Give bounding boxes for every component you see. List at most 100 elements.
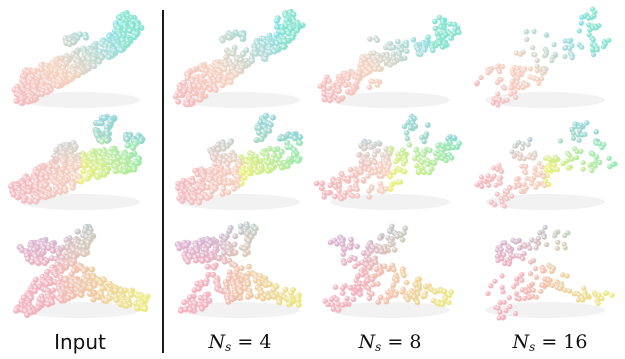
point-highlight bbox=[280, 44, 287, 51]
point-highlight bbox=[494, 79, 501, 85]
point-highlight bbox=[527, 136, 533, 143]
point-highlight bbox=[554, 167, 561, 173]
point-highlight bbox=[395, 38, 401, 45]
point-highlight bbox=[427, 147, 433, 154]
point-highlight bbox=[579, 44, 585, 50]
point-highlight bbox=[280, 29, 286, 36]
point-highlight bbox=[219, 191, 226, 197]
point-cloud-a-input bbox=[11, 10, 145, 108]
point-highlight bbox=[579, 14, 585, 20]
point-highlight bbox=[570, 135, 577, 141]
point-highlight bbox=[354, 186, 360, 193]
point-highlight bbox=[495, 102, 501, 108]
point-highlight bbox=[508, 85, 514, 91]
point-highlight bbox=[592, 163, 598, 169]
point-highlight bbox=[77, 178, 85, 185]
point-highlight bbox=[560, 161, 566, 167]
point-highlight bbox=[391, 169, 398, 176]
point-highlight bbox=[262, 56, 269, 63]
point-highlight bbox=[358, 169, 365, 175]
point-highlight bbox=[574, 155, 580, 161]
point-highlight bbox=[557, 138, 564, 144]
point-highlight bbox=[219, 82, 226, 89]
point-highlight bbox=[131, 33, 138, 41]
point-highlight bbox=[578, 20, 584, 26]
point-highlight bbox=[52, 271, 60, 279]
point-highlight bbox=[539, 70, 546, 76]
point-highlight bbox=[219, 37, 226, 44]
point-highlight bbox=[211, 156, 218, 162]
point-highlight bbox=[400, 161, 407, 167]
point-highlight bbox=[511, 153, 517, 159]
point-highlight bbox=[374, 82, 381, 88]
point-highlight bbox=[525, 142, 532, 148]
shadow bbox=[330, 194, 450, 210]
point-highlight bbox=[518, 188, 525, 194]
point-highlight bbox=[387, 173, 394, 180]
point-highlight bbox=[296, 140, 303, 146]
point-highlight bbox=[43, 281, 51, 288]
point-highlight bbox=[207, 86, 214, 93]
point-highlight bbox=[492, 202, 498, 208]
point-highlight bbox=[35, 260, 42, 267]
point-highlight bbox=[212, 87, 219, 94]
point-highlight bbox=[14, 194, 21, 201]
point-highlight bbox=[536, 80, 542, 86]
point-highlight bbox=[509, 193, 515, 199]
point-highlight bbox=[191, 90, 198, 97]
point-highlight bbox=[474, 80, 480, 86]
point-cloud-c-input bbox=[13, 223, 151, 319]
point-highlight bbox=[587, 27, 593, 33]
point-highlight bbox=[274, 17, 280, 24]
point-highlight bbox=[335, 98, 342, 104]
point-highlight bbox=[523, 170, 529, 176]
point-highlight bbox=[278, 164, 285, 171]
point-highlight bbox=[566, 38, 572, 45]
point-highlight bbox=[347, 167, 354, 173]
point-highlight bbox=[179, 198, 186, 205]
point-highlight bbox=[590, 47, 596, 53]
point-highlight bbox=[252, 50, 259, 57]
point-highlight bbox=[365, 173, 371, 179]
point-highlight bbox=[387, 62, 394, 68]
point-highlight bbox=[27, 198, 34, 205]
point-highlight bbox=[204, 195, 211, 202]
point-highlight bbox=[432, 25, 439, 32]
point-highlight bbox=[98, 120, 105, 127]
point-highlight bbox=[106, 54, 113, 61]
point-highlight bbox=[258, 136, 265, 143]
point-highlight bbox=[496, 69, 503, 75]
point-highlight bbox=[112, 168, 119, 175]
point-highlight bbox=[524, 36, 530, 43]
point-highlight bbox=[508, 91, 514, 97]
point-highlight bbox=[74, 228, 81, 235]
point-highlight bbox=[425, 161, 431, 168]
point-cloud-b-ns bbox=[474, 120, 618, 210]
point-highlight bbox=[98, 138, 106, 145]
point-highlight bbox=[58, 268, 65, 275]
point-highlight bbox=[451, 135, 458, 141]
point-highlight bbox=[500, 98, 506, 104]
point-highlight bbox=[570, 130, 577, 136]
point-highlight bbox=[371, 152, 378, 158]
point-highlight bbox=[81, 267, 88, 274]
point-highlight bbox=[319, 180, 326, 187]
point-cloud-b-ns bbox=[313, 113, 463, 210]
point-highlight bbox=[435, 142, 441, 149]
point-highlight bbox=[542, 183, 548, 189]
point-highlight bbox=[404, 48, 410, 55]
point-highlight bbox=[267, 121, 274, 128]
point-highlight bbox=[520, 141, 526, 147]
point-highlight bbox=[421, 138, 428, 145]
point-highlight bbox=[104, 137, 111, 144]
point-highlight bbox=[246, 170, 253, 177]
point-highlight bbox=[547, 157, 553, 163]
point-highlight bbox=[562, 53, 568, 60]
point-highlight bbox=[332, 193, 338, 200]
point-highlight bbox=[368, 144, 374, 150]
point-highlight bbox=[41, 259, 48, 267]
point-highlight bbox=[403, 42, 410, 49]
point-highlight bbox=[239, 36, 246, 42]
point-highlight bbox=[523, 163, 529, 169]
